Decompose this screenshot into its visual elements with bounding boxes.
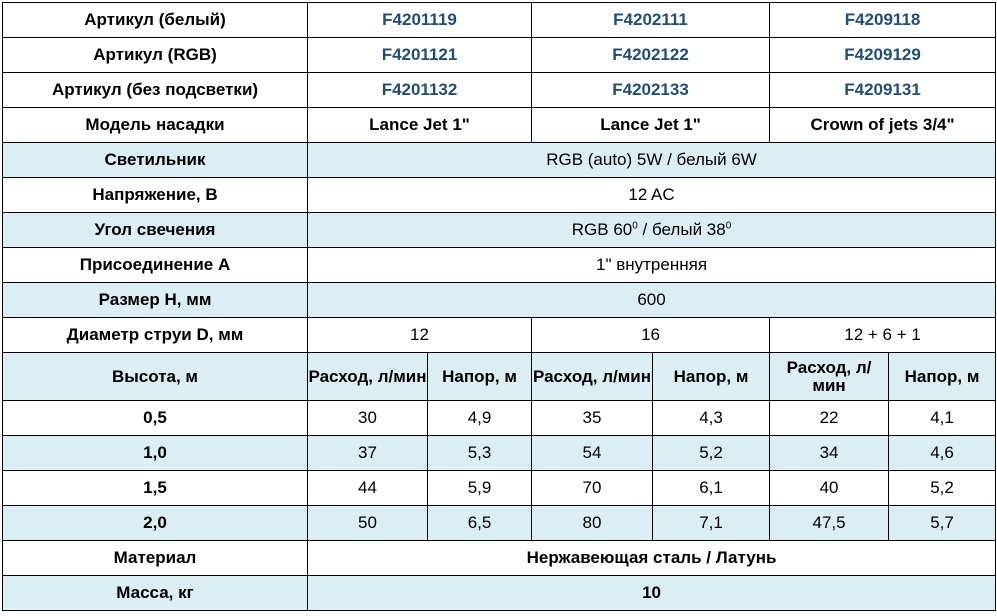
head-header: Напор, м — [888, 352, 997, 401]
article-white-row: Артикул (белый) F4201119 F4202111 F42091… — [2, 2, 997, 38]
height-row: 2,0 50 6,5 80 7,1 47,5 5,7 — [2, 505, 997, 541]
head-header: Напор, м — [426, 352, 533, 401]
row-label: Масса, кг — [2, 575, 308, 611]
head-value: 7,1 — [652, 505, 771, 541]
degree-sup: 0 — [632, 220, 638, 232]
flow-value: 40 — [769, 470, 890, 506]
row-label: Материал — [2, 540, 308, 576]
article-code: F4201132 — [306, 72, 533, 108]
diameter-row: Диаметр струи D, мм 12 16 12 + 6 + 1 — [2, 317, 997, 353]
height-value: 0,5 — [2, 400, 308, 436]
article-code: F4202111 — [531, 2, 771, 38]
flow-value: 47,5 — [769, 505, 890, 541]
article-nolight-row: Артикул (без подсветки) F4201132 F420213… — [2, 72, 997, 108]
angle-white: / белый 38 — [637, 220, 726, 239]
model-value: Crown of jets 3/4" — [769, 107, 997, 143]
article-code: F4209129 — [769, 37, 997, 73]
material-value: Нержавеющая сталь / Латунь — [306, 540, 997, 576]
head-value: 4,6 — [888, 435, 997, 471]
article-rgb-row: Артикул (RGB) F4201121 F4202122 F4209129 — [2, 37, 997, 73]
flow-value: 70 — [531, 470, 654, 506]
mass-row: Масса, кг 10 — [2, 575, 997, 611]
voltage-value: 12 AC — [306, 177, 997, 213]
article-code: F4201121 — [306, 37, 533, 73]
article-code: F4202133 — [531, 72, 771, 108]
flow-header: Расход, л/мин — [531, 352, 654, 401]
flow-value: 37 — [307, 435, 428, 471]
material-row: Материал Нержавеющая сталь / Латунь — [2, 540, 997, 576]
size-value: 600 — [306, 282, 997, 318]
height-value: 1,5 — [2, 470, 308, 506]
flow-value: 50 — [307, 505, 428, 541]
row-label: Светильник — [2, 142, 308, 178]
article-code: F4209131 — [769, 72, 997, 108]
row-label: Высота, м — [2, 352, 308, 401]
head-value: 5,7 — [888, 505, 997, 541]
diameter-value: 16 — [531, 317, 771, 353]
flow-header: Расход, л/мин — [769, 352, 890, 401]
flow-value: 80 — [531, 505, 654, 541]
flow-value: 35 — [531, 400, 654, 436]
head-value: 5,9 — [426, 470, 533, 506]
head-header: Напор, м — [652, 352, 771, 401]
row-label: Размер H, мм — [2, 282, 308, 318]
angle-rgb: RGB 60 — [571, 220, 633, 239]
flow-value: 30 — [307, 400, 428, 436]
flow-value: 34 — [769, 435, 890, 471]
row-label: Артикул (белый) — [2, 2, 308, 38]
degree-sup: 0 — [725, 220, 732, 232]
flow-value: 22 — [769, 400, 890, 436]
model-value: Lance Jet 1" — [531, 107, 771, 143]
article-code: F4209118 — [769, 2, 997, 38]
head-value: 5,2 — [888, 470, 997, 506]
diameter-value: 12 + 6 + 1 — [769, 317, 997, 353]
height-row: 0,5 30 4,9 35 4,3 22 4,1 — [2, 400, 997, 436]
row-label: Угол свечения — [2, 212, 308, 248]
row-label: Диаметр струи D, мм — [2, 317, 308, 353]
row-label: Присоединение А — [2, 247, 308, 283]
flow-header: Расход, л/мин — [307, 352, 428, 401]
row-label: Модель насадки — [2, 107, 308, 143]
head-value: 4,9 — [426, 400, 533, 436]
head-value: 4,3 — [652, 400, 771, 436]
angle-value: RGB 600 / белый 380 — [306, 212, 997, 248]
model-row: Модель насадки Lance Jet 1" Lance Jet 1"… — [2, 107, 997, 143]
height-value: 2,0 — [2, 505, 308, 541]
voltage-row: Напряжение, В 12 AC — [2, 177, 997, 213]
row-label: Артикул (без подсветки) — [2, 72, 308, 108]
head-value: 4,1 — [888, 400, 997, 436]
size-row: Размер H, мм 600 — [2, 282, 997, 318]
lamp-value: RGB (auto) 5W / белый 6W — [306, 142, 997, 178]
height-row: 1,5 44 5,9 70 6,1 40 5,2 — [2, 470, 997, 506]
height-header-row: Высота, м Расход, л/мин Напор, м Расход,… — [2, 352, 997, 401]
diameter-value: 12 — [306, 317, 533, 353]
head-value: 5,3 — [426, 435, 533, 471]
row-label: Артикул (RGB) — [2, 37, 308, 73]
angle-row: Угол свечения RGB 600 / белый 380 — [2, 212, 997, 248]
head-value: 6,5 — [426, 505, 533, 541]
flow-value: 54 — [531, 435, 654, 471]
flow-value: 44 — [307, 470, 428, 506]
row-label: Напряжение, В — [2, 177, 308, 213]
model-value: Lance Jet 1" — [306, 107, 533, 143]
head-value: 5,2 — [652, 435, 771, 471]
article-code: F4201119 — [306, 2, 533, 38]
connection-value: 1" внутренняя — [306, 247, 997, 283]
lamp-row: Светильник RGB (auto) 5W / белый 6W — [2, 142, 997, 178]
height-row: 1,0 37 5,3 54 5,2 34 4,6 — [2, 435, 997, 471]
article-code: F4202122 — [531, 37, 771, 73]
connection-row: Присоединение А 1" внутренняя — [2, 247, 997, 283]
height-value: 1,0 — [2, 435, 308, 471]
mass-value: 10 — [306, 575, 997, 611]
head-value: 6,1 — [652, 470, 771, 506]
